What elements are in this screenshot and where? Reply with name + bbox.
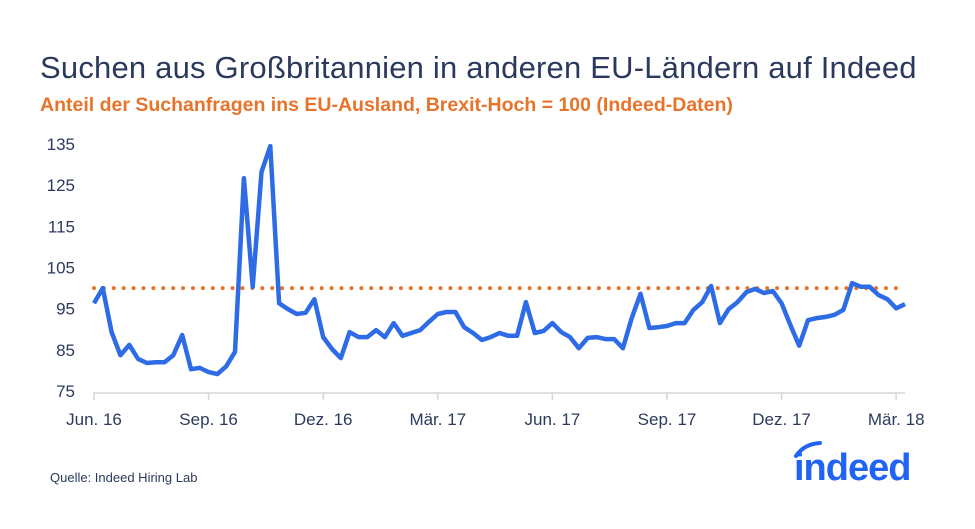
x-tick-label: Mär. 17 [409,410,466,429]
x-tick-label: Mär. 18 [868,410,925,429]
y-tick-label: 75 [56,382,75,401]
y-tick-label: 125 [47,176,75,195]
x-tick-label: Dez. 17 [752,410,811,429]
y-tick-label: 105 [47,259,75,278]
y-tick-label: 95 [56,300,75,319]
y-tick-label: 135 [47,135,75,154]
svg-text:indeed: indeed [794,447,910,485]
x-tick-label: Dez. 16 [294,410,353,429]
x-tick-label: Sep. 16 [179,410,238,429]
y-axis: 135 125 115 105 95 85 75 [47,135,75,401]
x-axis: Jun. 16 Sep. 16 Dez. 16 Mär. 17 Jun. 17 Sep. … [66,392,925,429]
x-tick-label: Jun. 17 [525,410,581,429]
y-tick-label: 115 [48,217,75,236]
x-tick-label: Sep. 17 [638,410,697,429]
y-tick-label: 85 [56,341,75,360]
source-note: Quelle: Indeed Hiring Lab [50,470,198,485]
series [92,143,906,377]
x-tick-label: Jun. 16 [66,410,122,429]
chart-title: Suchen aus Großbritannien in anderen EU-… [40,50,917,85]
series-line [92,143,906,377]
indeed-logo: indeed [792,440,932,490]
chart-subtitle: Anteil der Suchanfragen ins EU-Ausland, … [40,94,733,116]
